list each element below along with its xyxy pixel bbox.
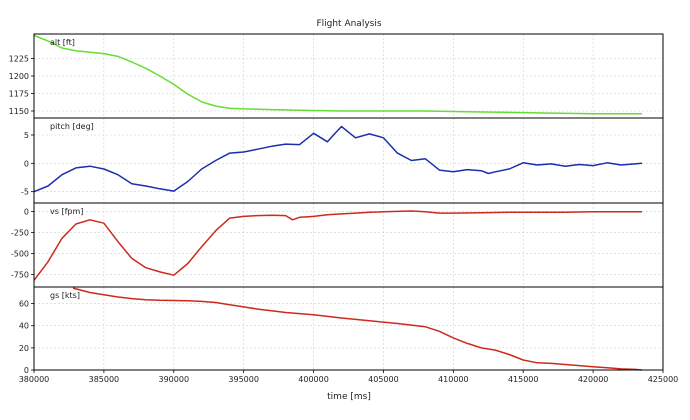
y-tick-label: 40 bbox=[19, 322, 29, 331]
panel-frame bbox=[33, 286, 664, 371]
y-tick-label: 1175 bbox=[9, 90, 29, 99]
x-tick-label: 410000 bbox=[438, 375, 469, 384]
x-axis: 380000 385000 390000 395000 400000 405000 4100… bbox=[19, 370, 679, 384]
y-tick-label: -5 bbox=[21, 188, 29, 197]
y-tick-label: -250 bbox=[11, 228, 29, 237]
pitch-axis-label: pitch [deg] bbox=[50, 122, 94, 131]
y-tick-label: 60 bbox=[19, 300, 29, 309]
panel-gs: 0 20 40 60 gs [kts] bbox=[19, 286, 664, 375]
panel-frame bbox=[33, 117, 664, 204]
panel-frame bbox=[33, 33, 664, 119]
alt-series-line bbox=[33, 34, 642, 115]
gs-axis-label: gs [kts] bbox=[50, 291, 80, 300]
panel-alt: 1150 1175 1200 1225 alt [ft] bbox=[9, 33, 664, 119]
y-tick-label: 20 bbox=[19, 344, 29, 353]
alt-axis-label: alt [ft] bbox=[50, 38, 75, 47]
y-tick-label: 1225 bbox=[9, 55, 29, 64]
x-tick-label: 405000 bbox=[368, 375, 399, 384]
y-tick-label: -750 bbox=[11, 270, 29, 279]
chart-title: Flight Analysis bbox=[316, 19, 381, 29]
x-tick-label: 425000 bbox=[648, 375, 679, 384]
vs-axis-label: vs [fpm] bbox=[50, 207, 83, 216]
x-tick-label: 395000 bbox=[228, 375, 259, 384]
x-tick-label: 415000 bbox=[508, 375, 539, 384]
y-tick-label: 1200 bbox=[9, 72, 29, 81]
y-tick-label: 0 bbox=[24, 207, 29, 216]
x-tick-label: 385000 bbox=[89, 375, 120, 384]
y-tick-label: 0 bbox=[24, 366, 29, 375]
x-tick-label: 420000 bbox=[578, 375, 609, 384]
panel-pitch: -5 0 5 pitch [deg] bbox=[21, 117, 664, 204]
gs-series-line bbox=[72, 287, 643, 371]
panel-frame bbox=[33, 202, 664, 288]
x-tick-label: 390000 bbox=[159, 375, 190, 384]
y-tick-label: 0 bbox=[24, 159, 29, 168]
vs-series-line bbox=[33, 210, 642, 281]
panel-vs: -750 -500 -250 0 vs [fpm] bbox=[11, 202, 664, 288]
y-tick-label: 5 bbox=[24, 131, 29, 140]
x-tick-label: 400000 bbox=[298, 375, 329, 384]
x-axis-label: time [ms] bbox=[327, 392, 371, 402]
y-tick-label: 1150 bbox=[9, 107, 29, 116]
x-tick-label: 380000 bbox=[19, 375, 50, 384]
pitch-series-line bbox=[33, 125, 643, 193]
y-tick-label: -500 bbox=[11, 249, 29, 258]
